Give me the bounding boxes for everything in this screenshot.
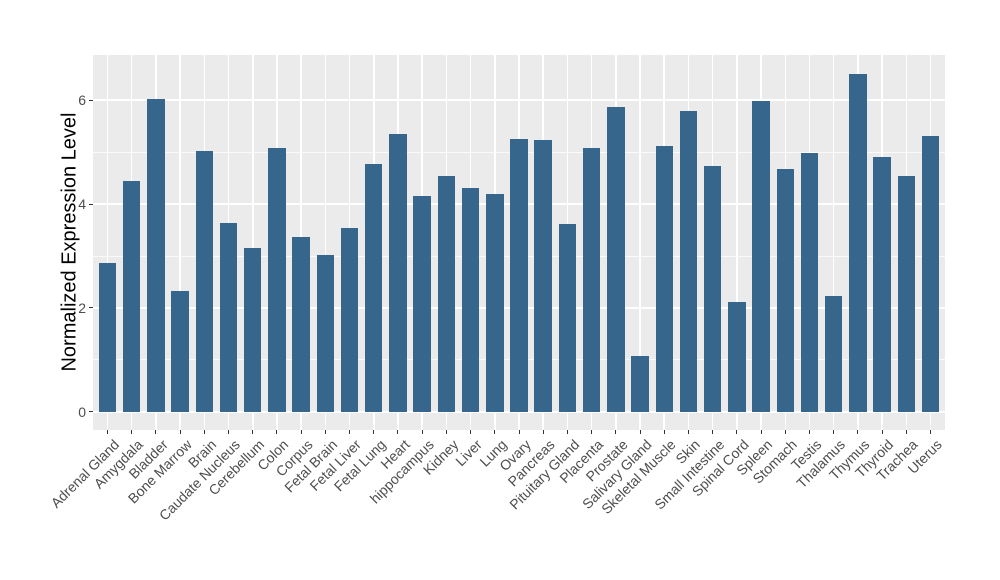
x-tick-skin bbox=[687, 429, 689, 434]
bar-skeletal-muscle bbox=[655, 145, 673, 412]
gridline-x-spinal-cord bbox=[736, 55, 738, 430]
y-axis-label-6: 6 bbox=[78, 92, 86, 109]
x-tick-caudate-nucleus bbox=[228, 429, 230, 434]
bar-fetal-brain bbox=[316, 254, 335, 412]
bar-testis bbox=[800, 152, 819, 412]
x-tick-cerebellum bbox=[252, 429, 254, 434]
x-tick-liver bbox=[470, 429, 472, 434]
bar-thalamus bbox=[824, 296, 843, 412]
x-tick-stomach bbox=[784, 429, 786, 434]
x-tick-brain bbox=[203, 429, 205, 434]
bar-heart bbox=[389, 133, 407, 412]
x-tick-salivary-gland bbox=[639, 429, 641, 434]
bar-uterus bbox=[921, 136, 940, 412]
x-tick-hippocampus bbox=[421, 429, 423, 434]
y-tick-2 bbox=[88, 307, 93, 309]
bar-liver bbox=[461, 188, 480, 412]
bar-fetal-liver bbox=[340, 228, 359, 412]
bar-bone-marrow bbox=[171, 291, 189, 412]
x-tick-trachea bbox=[905, 429, 907, 434]
x-tick-adrenal-gland bbox=[107, 429, 109, 434]
bar-prostate bbox=[607, 107, 625, 412]
y-tick-0 bbox=[88, 411, 93, 413]
x-tick-small-intestine bbox=[712, 429, 714, 434]
x-tick-placenta bbox=[591, 429, 593, 434]
y-axis-label-4: 4 bbox=[78, 196, 86, 213]
x-tick-uterus bbox=[929, 429, 931, 434]
x-tick-prostate bbox=[615, 429, 617, 434]
bar-salivary-gland bbox=[631, 356, 649, 412]
x-tick-fetal-lung bbox=[373, 429, 375, 434]
bar-pancreas bbox=[534, 139, 552, 412]
bar-hippocampus bbox=[413, 196, 431, 412]
x-tick-spleen bbox=[760, 429, 762, 434]
x-tick-amygdala bbox=[131, 429, 133, 434]
bar-lung bbox=[486, 193, 504, 412]
y-tick-6 bbox=[88, 99, 93, 101]
bar-spinal-cord bbox=[728, 302, 746, 412]
gridline-x-cerebellum bbox=[252, 55, 254, 430]
gridline-x-adrenal-gland bbox=[106, 55, 109, 430]
x-tick-thymus bbox=[857, 429, 859, 434]
gridline-x-fetal-brain bbox=[324, 55, 327, 430]
bar-brain bbox=[195, 151, 214, 412]
plot-panel bbox=[93, 55, 945, 430]
x-tick-pancreas bbox=[542, 429, 544, 434]
y-axis-title: Normalized Expression Level bbox=[58, 112, 81, 372]
gridline-x-bone-marrow bbox=[179, 55, 181, 430]
x-tick-spinal-cord bbox=[736, 429, 738, 434]
x-tick-thyroid bbox=[881, 429, 883, 434]
x-tick-bone-marrow bbox=[179, 429, 181, 434]
bar-trachea bbox=[897, 176, 915, 412]
bar-bladder bbox=[147, 99, 165, 412]
bar-thymus bbox=[849, 74, 867, 412]
x-tick-thalamus bbox=[833, 429, 835, 434]
bar-small-intestine bbox=[703, 166, 722, 412]
x-tick-fetal-brain bbox=[324, 429, 326, 434]
bar-adrenal-gland bbox=[98, 262, 117, 412]
gridline-x-thalamus bbox=[832, 55, 835, 430]
bar-thyroid bbox=[873, 156, 891, 412]
gridline-x-salivary-gland bbox=[639, 55, 641, 430]
bar-skin bbox=[679, 111, 698, 412]
bar-placenta bbox=[582, 148, 601, 412]
x-tick-lung bbox=[494, 429, 496, 434]
x-tick-pituitary-gland bbox=[566, 429, 568, 434]
bar-spleen bbox=[752, 101, 770, 412]
bar-stomach bbox=[776, 169, 794, 412]
bar-cerebellum bbox=[244, 248, 262, 412]
bar-fetal-lung bbox=[365, 163, 383, 412]
bar-amygdala bbox=[123, 181, 141, 412]
bar-caudate-nucleus bbox=[219, 223, 238, 412]
y-tick-4 bbox=[88, 203, 93, 205]
x-tick-ovary bbox=[518, 429, 520, 434]
bar-kidney bbox=[437, 175, 456, 412]
y-axis-label-0: 0 bbox=[78, 403, 86, 420]
x-tick-testis bbox=[808, 429, 810, 434]
x-tick-corpus bbox=[300, 429, 302, 434]
x-tick-kidney bbox=[445, 429, 447, 434]
x-tick-bladder bbox=[155, 429, 157, 434]
bar-pituitary-gland bbox=[558, 224, 577, 412]
x-tick-colon bbox=[276, 429, 278, 434]
x-tick-fetal-liver bbox=[349, 429, 351, 434]
bar-colon bbox=[268, 147, 286, 412]
x-tick-skeletal-muscle bbox=[663, 429, 665, 434]
bar-corpus bbox=[292, 237, 310, 412]
y-axis-label-2: 2 bbox=[78, 299, 86, 316]
bar-ovary bbox=[510, 138, 528, 412]
x-tick-heart bbox=[397, 429, 399, 434]
